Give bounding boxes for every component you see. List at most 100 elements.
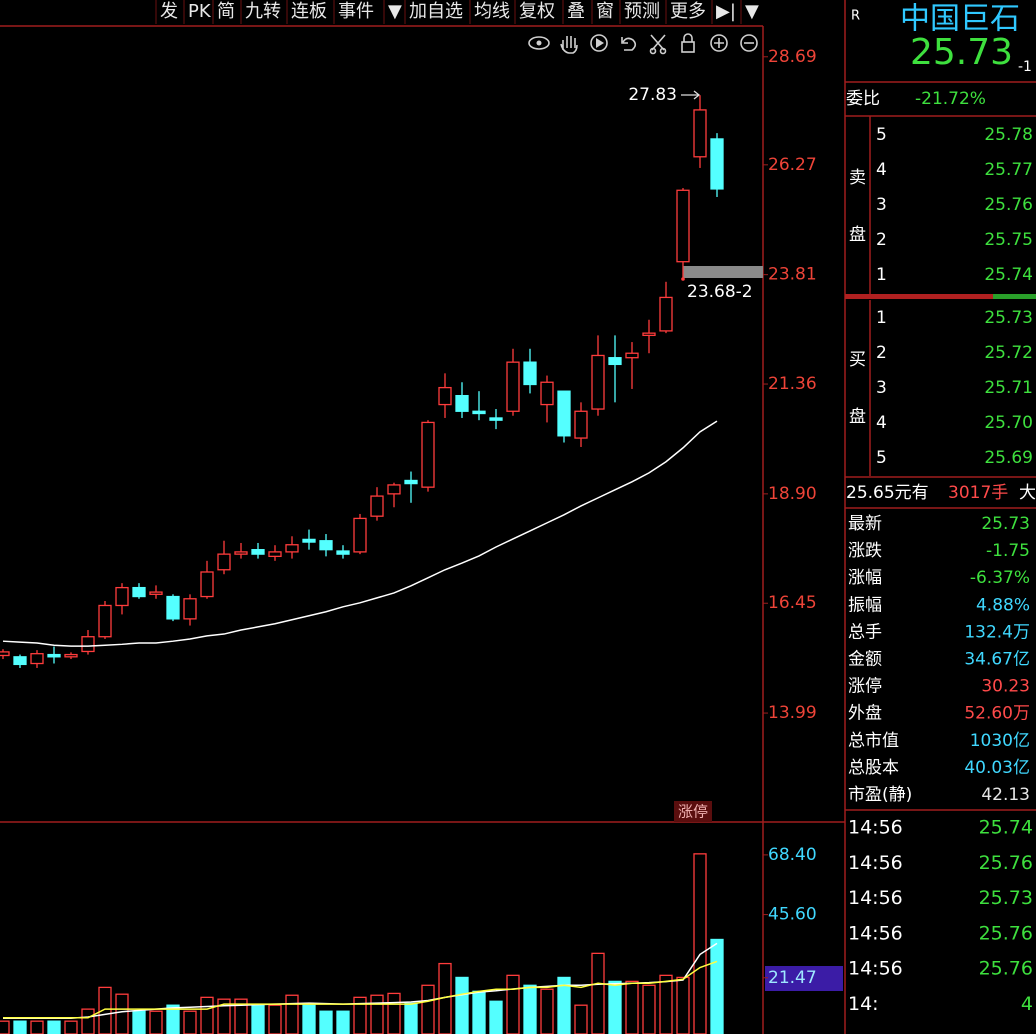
- stat-label: 涨幅: [848, 568, 882, 588]
- icon-hand[interactable]: [560, 36, 578, 54]
- toolbar-button[interactable]: 叠: [567, 1, 585, 22]
- candle-body: [404, 479, 418, 485]
- y-tick-label: 26.27: [768, 155, 817, 175]
- volume-bar: [404, 1002, 418, 1034]
- candle-body: [319, 540, 333, 551]
- toolbar-button[interactable]: 窗: [596, 1, 614, 22]
- buy-label: 盘: [849, 407, 866, 427]
- toolbar-button[interactable]: 加自选: [409, 1, 463, 22]
- volume-bar: [30, 1020, 44, 1034]
- toolbar-button[interactable]: PK: [188, 1, 212, 22]
- volume-bar: [676, 976, 690, 1034]
- candle-body: [149, 591, 163, 595]
- volume-tick-highlight: [765, 966, 843, 991]
- weibi-label: 委比: [846, 89, 880, 109]
- volume-bar: [98, 986, 112, 1034]
- tick-time: 14:56: [848, 887, 903, 909]
- candle-body: [523, 361, 537, 386]
- volume-bar: [659, 974, 673, 1034]
- stat-label: 最新: [848, 514, 882, 534]
- stat-label: 涨跌: [848, 541, 882, 561]
- icon-zoom-out[interactable]: [740, 34, 758, 52]
- stat-value: -1.75: [986, 541, 1030, 561]
- stat-value: 42.13: [981, 785, 1030, 805]
- stat-label: 总市值: [848, 731, 899, 751]
- volume-bar: [387, 992, 401, 1034]
- buy-label: 买: [849, 350, 866, 370]
- stat-value: 34.67亿: [964, 650, 1030, 670]
- toolbar-button[interactable]: ▼: [388, 1, 402, 22]
- icon-eye[interactable]: [528, 36, 550, 50]
- candle-body: [268, 551, 282, 558]
- stat-label: 振幅: [848, 595, 882, 615]
- sell-level: 1: [876, 265, 887, 285]
- candle-body: [30, 653, 44, 665]
- volume-bar: [268, 1004, 282, 1034]
- candle-body: [302, 538, 316, 543]
- buy-level: 3: [876, 378, 887, 398]
- buy-price: 25.70: [984, 413, 1033, 433]
- candle-body: [47, 653, 61, 658]
- volume-bar: [47, 1020, 61, 1034]
- icon-play[interactable]: [590, 34, 608, 52]
- stat-value: 4.88%: [976, 595, 1030, 615]
- icon-zoom-in[interactable]: [710, 34, 728, 52]
- candle-body: [251, 549, 265, 555]
- order-bar-buy: [993, 294, 1036, 299]
- volume-bar: [166, 1004, 180, 1034]
- volume-bar: [710, 938, 724, 1034]
- stat-value: 1030亿: [970, 731, 1030, 751]
- candle-body: [421, 421, 435, 488]
- buy-price: 25.69: [984, 448, 1033, 468]
- icon-lock[interactable]: [681, 41, 695, 53]
- volume-bar: [625, 980, 639, 1034]
- candle-body: [489, 417, 503, 421]
- y-tick-label: 16.45: [768, 593, 817, 613]
- sell-price: 25.76: [984, 195, 1033, 215]
- volume-bar: [421, 984, 435, 1034]
- sell-level: 5: [876, 125, 887, 145]
- icon-play-arrow: [596, 38, 604, 48]
- tick-price: 25.74: [979, 817, 1033, 839]
- tool-icons[interactable]: [528, 33, 758, 55]
- toolbar-button[interactable]: 更多: [670, 1, 706, 22]
- toolbar-button[interactable]: 九转: [245, 1, 281, 22]
- icon-scissors-ring: [649, 47, 657, 55]
- volume-bar: [353, 996, 367, 1034]
- sell-label: 盘: [849, 225, 866, 245]
- volume-bar: [540, 988, 554, 1034]
- tick-price: 25.73: [979, 887, 1033, 909]
- tick-time: 14:56: [848, 817, 903, 839]
- candle-body: [455, 394, 469, 412]
- toolbar-button[interactable]: ▶|: [716, 1, 736, 22]
- buy-price: 25.72: [984, 343, 1033, 363]
- tick-time: 14:: [848, 993, 879, 1015]
- icon-zoom-in-cross: [714, 38, 724, 48]
- volume-bar: [115, 993, 129, 1034]
- stat-label: 金额: [848, 650, 882, 670]
- icon-undo[interactable]: [621, 37, 637, 51]
- volume-bar: [251, 1004, 265, 1034]
- candle-body: [166, 595, 180, 620]
- sell-price: 25.78: [984, 125, 1033, 145]
- volume-bar: [523, 984, 537, 1034]
- toolbar-button[interactable]: 连板: [291, 1, 327, 22]
- toolbar-button[interactable]: 事件: [338, 1, 374, 22]
- candle-body: [472, 410, 486, 415]
- candle-body: [234, 551, 248, 555]
- toolbar-button[interactable]: 预测: [624, 1, 660, 22]
- toolbar-button[interactable]: 均线: [474, 1, 510, 22]
- sell-label: 卖: [849, 168, 866, 188]
- volume-bar: [302, 1004, 316, 1034]
- weibi-value: -21.72%: [915, 89, 986, 109]
- icon-scissors[interactable]: [650, 34, 666, 51]
- buy-level: 5: [876, 448, 887, 468]
- volume-tick-label: 68.40: [768, 845, 817, 865]
- toolbar-button[interactable]: 简: [217, 1, 235, 22]
- buy-level: 2: [876, 343, 887, 363]
- tick-price: 25.76: [979, 852, 1033, 874]
- toolbar-button[interactable]: 复权: [519, 1, 555, 22]
- toolbar-button[interactable]: 发: [160, 1, 178, 22]
- toolbar-button[interactable]: ▼: [745, 1, 759, 22]
